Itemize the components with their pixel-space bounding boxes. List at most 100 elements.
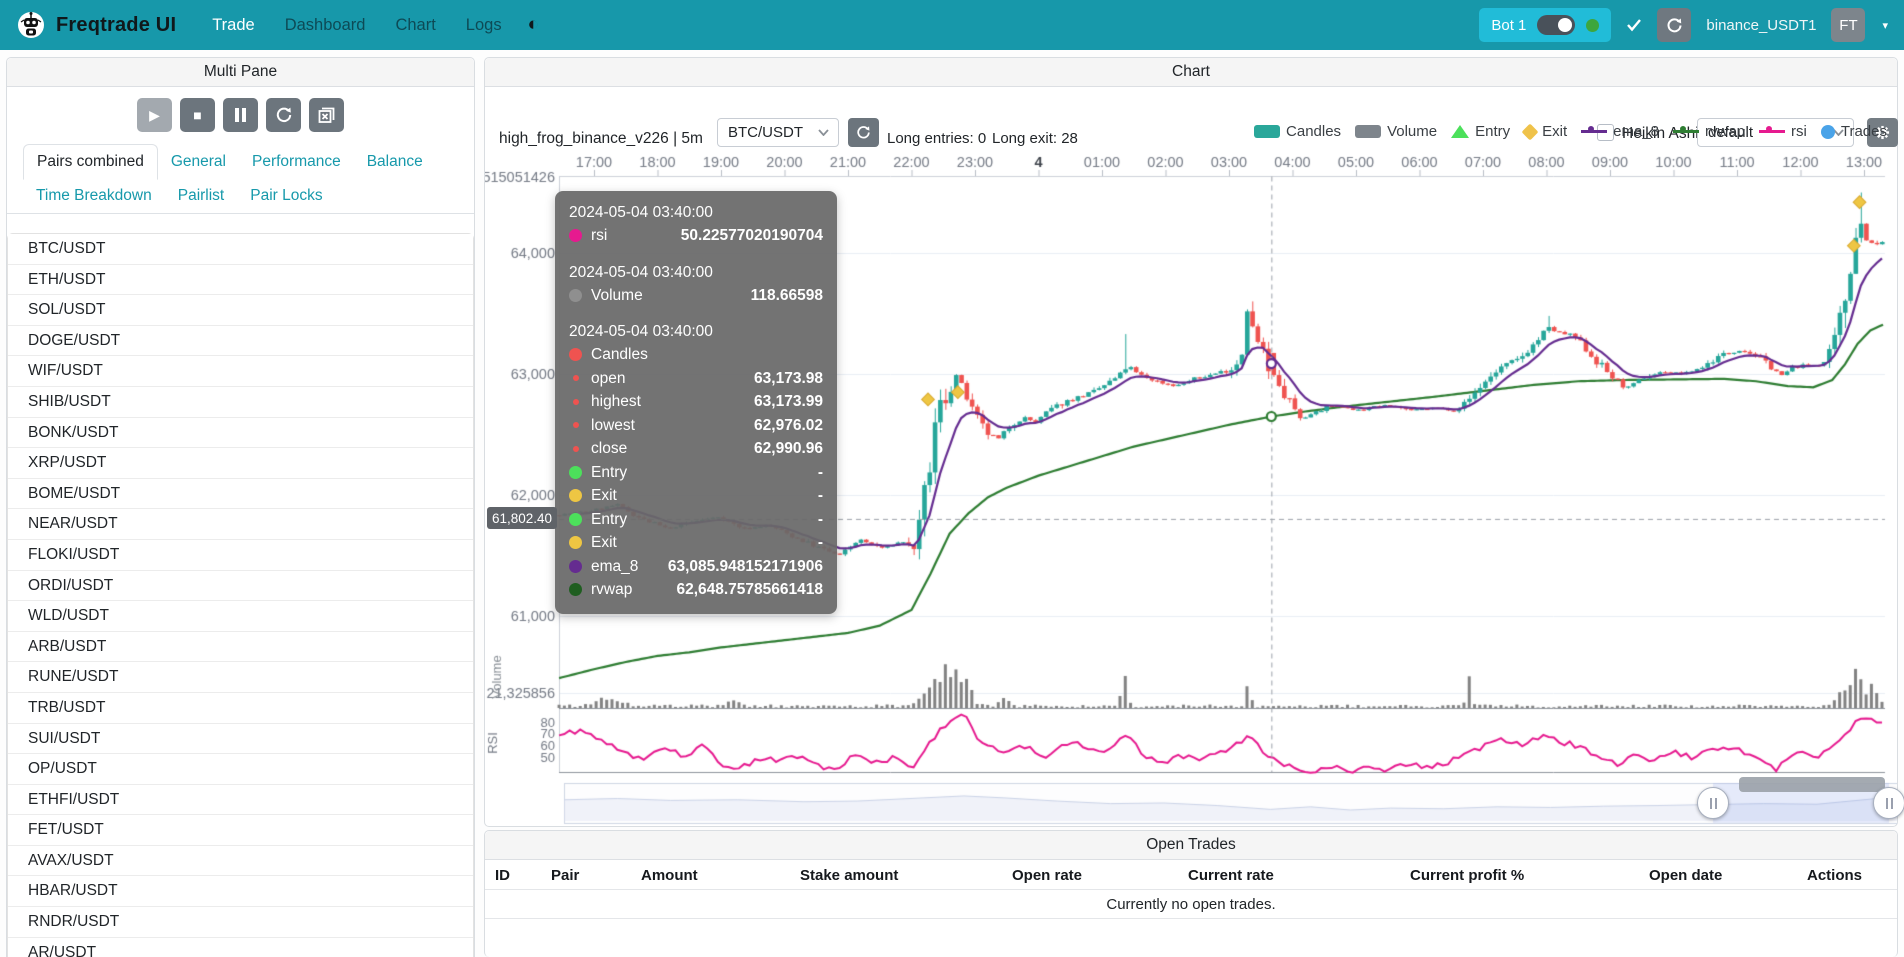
- pause-icon: [235, 108, 246, 122]
- reload-config-button[interactable]: [266, 98, 301, 132]
- tooltip-value: 62,976.02: [754, 416, 823, 434]
- nav-link-logs[interactable]: Logs: [465, 15, 502, 34]
- pair-item-xrp-usdt[interactable]: XRP/USDT: [8, 448, 473, 479]
- pair-item-sol-usdt[interactable]: SOL/USDT: [8, 295, 473, 326]
- pause-bot-button[interactable]: [223, 98, 258, 132]
- bot-running-toggle[interactable]: [1537, 15, 1576, 35]
- tab-pair-locks[interactable]: Pair Locks: [250, 187, 323, 204]
- chart-area[interactable]: 61,802.40 2024-05-04 03:40:00 rsi 50.22577…: [485, 146, 1904, 827]
- pair-item-sui-usdt[interactable]: SUI/USDT: [8, 723, 473, 755]
- open-trades-header[interactable]: Open Trades: [485, 831, 1897, 860]
- pair-item-rndr-usdt[interactable]: RNDR/USDT: [8, 907, 473, 938]
- pair-item-btc-usdt[interactable]: BTC/USDT: [8, 234, 473, 265]
- tooltip-row-volume: Volume 118.66598: [569, 284, 823, 308]
- legend-label: rvwap: [1705, 123, 1746, 140]
- tooltip-row-close: close 62,990.96: [569, 437, 823, 461]
- legend-item-volume[interactable]: Volume: [1355, 123, 1437, 140]
- legend-label: rsi: [1791, 123, 1807, 140]
- gear-icon: [1875, 125, 1890, 140]
- pair-item-arb-usdt[interactable]: ARB/USDT: [8, 631, 473, 663]
- avatar-caret-icon[interactable]: ▾: [1882, 19, 1888, 32]
- tooltip-label: highest: [591, 393, 641, 410]
- rsi-swatch-icon: [1759, 125, 1786, 138]
- refresh-chart-button[interactable]: [848, 118, 879, 147]
- pair-item-ethfi-usdt[interactable]: ETHFI/USDT: [8, 784, 473, 816]
- tooltip-label: lowest: [591, 416, 635, 434]
- start-bot-button[interactable]: ▶: [137, 98, 172, 132]
- nav-link-chart[interactable]: Chart: [395, 15, 436, 34]
- legend-item-candles[interactable]: Candles: [1254, 123, 1341, 140]
- freqtrade-robot-logo-icon: [18, 12, 44, 38]
- pair-item-wif-usdt[interactable]: WIF/USDT: [8, 356, 473, 387]
- pair-item-bome-usdt[interactable]: BOME/USDT: [8, 478, 473, 510]
- ema_8-swatch-icon: [1581, 125, 1608, 138]
- tooltip-value: 50.22577020190704: [680, 227, 823, 244]
- tooltip-row-lowest: lowest 62,976.02: [569, 414, 823, 438]
- pair-item-shib-usdt[interactable]: SHIB/USDT: [8, 386, 473, 418]
- tab-time-breakdown[interactable]: Time Breakdown: [36, 187, 152, 204]
- pair-item-avax-usdt[interactable]: AVAX/USDT: [8, 845, 473, 877]
- bot-selector[interactable]: Bot 1: [1479, 8, 1612, 42]
- tooltip-value: -: [817, 510, 823, 528]
- tooltip-value: -: [817, 534, 823, 551]
- reload-bot-button[interactable]: [1657, 8, 1692, 42]
- multi-pane-panel: Multi Pane ▶ ■ Pairs combined General P: [6, 57, 475, 957]
- tooltip-value: 62,990.96: [754, 440, 823, 457]
- tooltip-row-exit: Exit -: [569, 484, 823, 508]
- bot-name: Bot 1: [1491, 16, 1527, 34]
- navbar-right: Bot 1 binance_USDT1 FT ▾: [1479, 8, 1888, 42]
- pair-item-doge-usdt[interactable]: DOGE/USDT: [8, 325, 473, 357]
- multi-pane-header[interactable]: Multi Pane: [7, 58, 474, 87]
- series-dot-icon: [573, 375, 579, 382]
- pair-item-ordi-usdt[interactable]: ORDI/USDT: [8, 570, 473, 602]
- legend-item-exit[interactable]: Exit: [1521, 123, 1567, 140]
- pair-select[interactable]: BTC/USDT: [717, 118, 839, 147]
- tab-performance[interactable]: Performance: [251, 153, 341, 170]
- tab-pairs-combined[interactable]: Pairs combined: [23, 144, 158, 180]
- legend-item-entry[interactable]: Entry: [1451, 123, 1510, 140]
- pair-item-near-usdt[interactable]: NEAR/USDT: [8, 509, 473, 540]
- sidebar-tabs: Pairs combined General Performance Balance T…: [7, 136, 474, 214]
- theme-toggle-icon[interactable]: ◐: [527, 14, 540, 35]
- tab-general[interactable]: General: [170, 153, 226, 170]
- pair-item-bonk-usdt[interactable]: BONK/USDT: [8, 417, 473, 449]
- legend-item-ema_8[interactable]: ema_8: [1581, 123, 1659, 140]
- pair-item-trb-usdt[interactable]: TRB/USDT: [8, 692, 473, 724]
- datazoom-left-handle[interactable]: [1697, 787, 1730, 819]
- pair-item-eth-usdt[interactable]: ETH/USDT: [8, 264, 473, 296]
- tooltip-label: Entry: [591, 510, 628, 528]
- pair-item-floki-usdt[interactable]: FLOKI/USDT: [8, 539, 473, 571]
- datazoom-shadow: [1739, 777, 1885, 792]
- reload-config-icon: [276, 107, 291, 123]
- pair-item-rune-usdt[interactable]: RUNE/USDT: [8, 662, 473, 693]
- user-avatar[interactable]: FT: [1831, 8, 1866, 42]
- tooltip-value: 63,173.99: [754, 393, 823, 410]
- legend-item-rsi[interactable]: rsi: [1759, 123, 1807, 140]
- tab-pairlist[interactable]: Pairlist: [177, 187, 225, 204]
- tooltip-section: 2024-05-04 03:40:00 Volume 118.66598: [569, 261, 823, 308]
- pair-item-hbar-usdt[interactable]: HBAR/USDT: [8, 876, 473, 908]
- tooltip-value: -: [817, 487, 823, 504]
- pair-item-fet-usdt[interactable]: FET/USDT: [8, 815, 473, 846]
- legend-item-rvwap[interactable]: rvwap: [1673, 123, 1745, 140]
- plot-settings-button[interactable]: [1867, 118, 1898, 147]
- legend-item-trades[interactable]: Trades: [1820, 123, 1887, 140]
- nav-link-trade[interactable]: Trade: [212, 15, 255, 34]
- nav-link-dashboard[interactable]: Dashboard: [284, 15, 366, 34]
- tooltip-label: close: [591, 440, 628, 457]
- brand[interactable]: Freqtrade UI: [16, 10, 176, 40]
- chart-legend: Candles Volume Entry Exit ema_8 rvwap rsi Trade…: [1254, 123, 1887, 140]
- chevron-down-icon: [818, 129, 829, 136]
- tab-balance[interactable]: Balance: [366, 153, 423, 170]
- datazoom-right-handle[interactable]: [1873, 787, 1904, 819]
- stop-bot-button[interactable]: ■: [180, 98, 215, 132]
- legend-label: Entry: [1475, 123, 1511, 140]
- series-dot-icon: [569, 536, 582, 550]
- chart-panel-header[interactable]: Chart: [485, 58, 1897, 87]
- navbar: Freqtrade UI Trade Dashboard Chart Logs ◐ B…: [0, 0, 1904, 50]
- pair-item-ar-usdt[interactable]: AR/USDT: [8, 937, 473, 957]
- pair-item-wld-usdt[interactable]: WLD/USDT: [8, 601, 473, 632]
- legend-label: Volume: [1387, 123, 1438, 140]
- pair-item-op-usdt[interactable]: OP/USDT: [8, 754, 473, 785]
- clear-log-button[interactable]: [309, 98, 344, 132]
